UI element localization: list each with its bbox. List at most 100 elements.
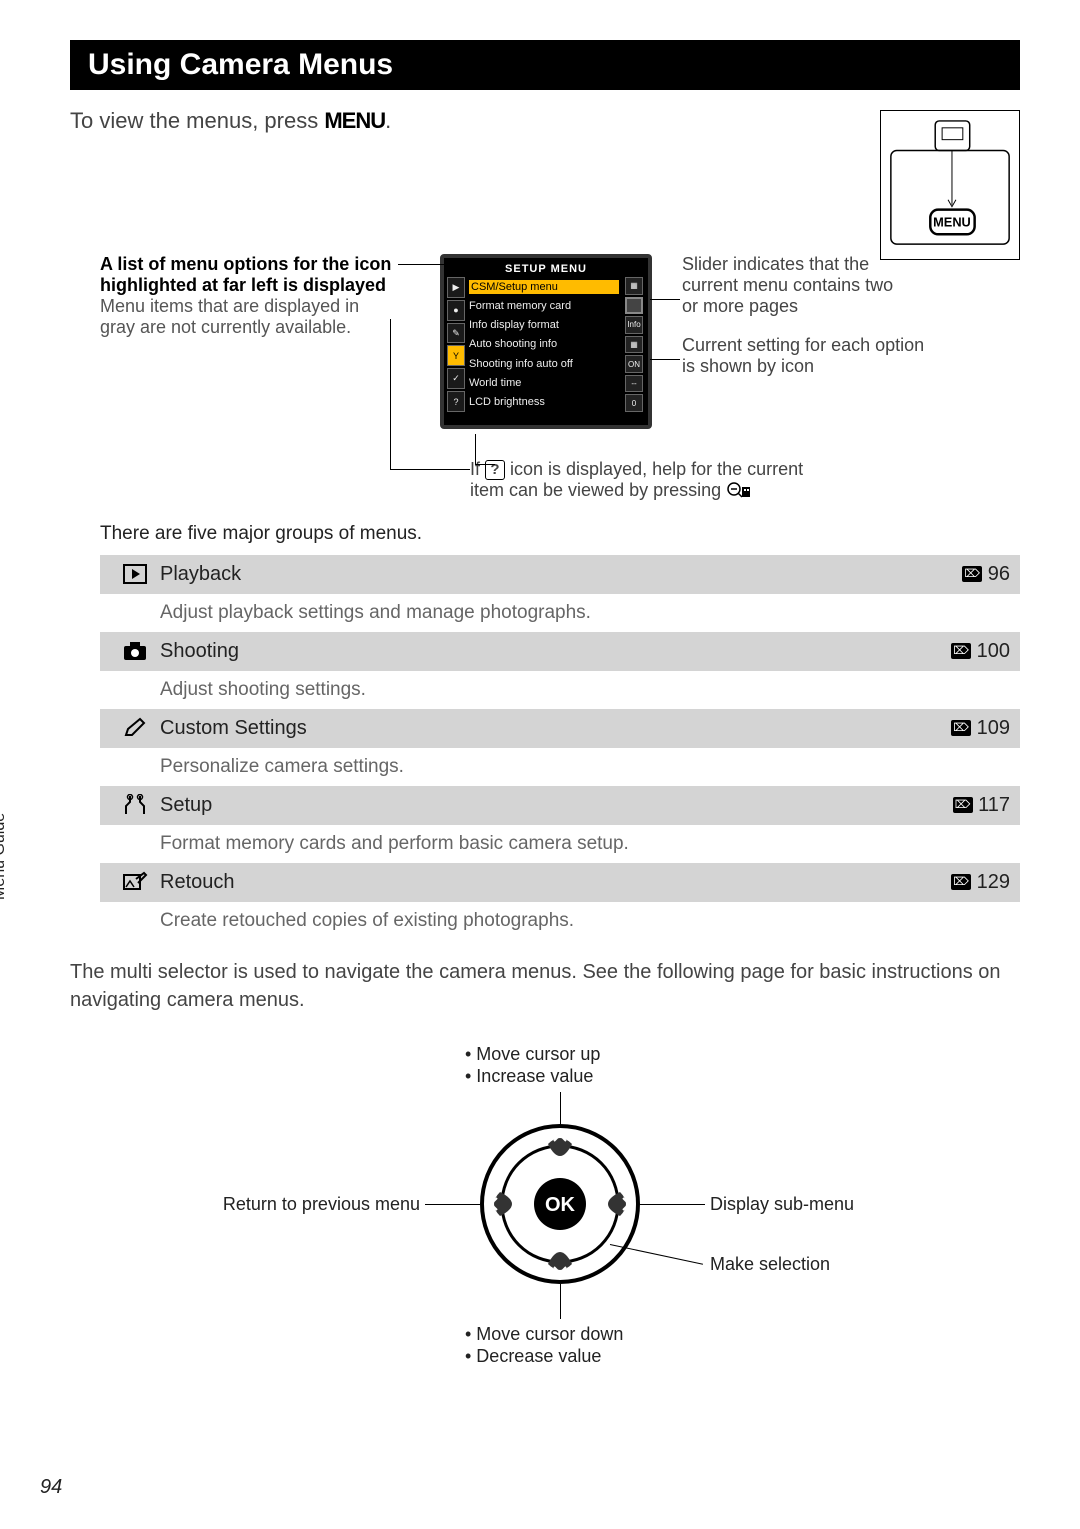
down-label-1: • Move cursor down [465,1324,623,1345]
page-ref: ⌦ 129 [920,871,1010,894]
lcd-item: LCD brightness [469,395,619,409]
up-label-1: • Move cursor up [465,1044,600,1065]
page-num-ref: 129 [977,871,1010,893]
leader [475,464,495,465]
table-desc: Create retouched copies of existing phot… [100,902,1020,940]
ref-icon: ⌦ [962,566,982,582]
right-annotation: Slider indicates that the current menu c… [682,254,982,429]
table-row: Custom Settings ⌦ 109 [100,709,1020,748]
leader [390,469,470,470]
page-num-ref: 117 [978,794,1010,816]
lcd-setting-icons: ▦ Info ▦ ON -- 0 [623,277,645,412]
leader [390,319,391,469]
camera-illustration: MENU [880,110,1020,260]
lcd-item: Format memory card [469,299,619,313]
leader [650,299,680,300]
multi-selector-icon: OK [470,1114,650,1294]
lcd-item: Shooting info auto off [469,357,619,371]
leader [468,264,469,289]
left-label: Return to previous menu [200,1194,420,1215]
left-gray-2: gray are not currently available. [100,317,410,338]
menu-name: Playback [160,563,920,586]
lcd-icon: ON [625,355,643,373]
lcd-tab: ▶ [447,277,465,298]
multi-selector-diagram: • Move cursor up • Increase value Return… [70,1044,1020,1364]
up-label-2: • Increase value [465,1066,593,1087]
lcd-icon: ▦ [625,336,643,354]
r1c: or more pages [682,296,982,317]
page-number: 94 [40,1476,62,1499]
page-ref: ⌦ 96 [920,563,1010,586]
ref-icon: ⌦ [951,643,971,659]
intro-text: To view the menus, press MENU. [70,108,1020,134]
table-desc: Adjust shooting settings. [100,671,1020,709]
left-bold-1: A list of menu options for the icon [100,254,410,275]
help-1b: icon is displayed, help for the current [505,459,803,479]
down-label-2: • Decrease value [465,1346,601,1367]
svg-text:MENU: MENU [933,214,971,229]
lcd-screen: SETUP MENU ▶ ● ✎ Y ✓ ? CSM/Setup menu Fo… [440,254,652,429]
page-ref: ⌦ 117 [920,794,1010,817]
left-bold-2: highlighted at far left is displayed [100,275,410,296]
r2b: is shown by icon [682,356,982,377]
make-label: Make selection [710,1254,830,1275]
menu-name: Setup [160,794,920,817]
table-row: Retouch ⌦ 129 [100,863,1020,902]
menu-word: MENU [324,108,385,133]
page-title: Using Camera Menus [70,40,1020,90]
retouch-icon [110,871,160,894]
lcd-title: SETUP MENU [447,261,645,277]
lcd-tabs: ▶ ● ✎ Y ✓ ? [447,277,465,412]
lcd-tab-active: Y [447,345,465,366]
page-num-ref: 100 [977,640,1010,662]
menu-name: Custom Settings [160,717,920,740]
leader [650,359,680,360]
r1b: current menu contains two [682,275,982,296]
help-2: item can be viewed by pressing [470,480,726,500]
menu-name: Shooting [160,640,920,663]
left-annotation: A list of menu options for the icon high… [100,254,410,429]
table-desc: Format memory cards and perform basic ca… [100,825,1020,863]
ref-icon: ⌦ [951,874,971,890]
lcd-tab: ? [447,391,465,412]
page-num-ref: 109 [977,717,1010,739]
lcd-item: Auto shooting info [469,337,619,351]
table-row: Shooting ⌦ 100 [100,632,1020,671]
lcd-icon: Info [625,316,643,334]
page-ref: ⌦ 100 [920,640,1010,663]
setting-note: Current setting for each option is shown… [682,335,982,377]
lcd-tab: ● [447,300,465,321]
lcd-list: CSM/Setup menu Format memory card Info d… [465,277,623,412]
menu-diagram: A list of menu options for the icon high… [70,254,1020,429]
camera-icon [110,640,160,663]
slider-note: Slider indicates that the current menu c… [682,254,982,317]
paragraph: The multi selector is used to navigate t… [70,958,1020,1014]
lcd-icon: ▦ [625,277,643,295]
leader [475,434,476,464]
wrench-icon [110,794,160,817]
table-desc: Personalize camera settings. [100,748,1020,786]
zoom-out-icon [726,481,752,503]
table-desc: Adjust playback settings and manage phot… [100,594,1020,632]
r2a: Current setting for each option [682,335,982,356]
help-note: If ? icon is displayed, help for the cur… [470,459,1020,503]
lcd-slider-icon [625,297,643,315]
r1a: Slider indicates that the [682,254,982,275]
ref-icon: ⌦ [953,797,973,813]
table-row: Setup ⌦ 117 [100,786,1020,825]
lcd-item-hl: CSM/Setup menu [469,280,619,294]
page-ref: ⌦ 109 [920,717,1010,740]
ref-icon: ⌦ [951,720,971,736]
page-num-ref: 96 [988,563,1010,585]
lcd-tab: ✓ [447,368,465,389]
groups-intro: There are five major groups of menus. [100,523,1020,545]
help-1a: If [470,459,485,479]
menu-name: Retouch [160,871,920,894]
pencil-icon [110,717,160,740]
left-gray-1: Menu items that are displayed in [100,296,410,317]
lcd-item: Info display format [469,318,619,332]
lcd-icon: -- [625,375,643,393]
lcd-tab: ✎ [447,323,465,344]
table-row: Playback ⌦ 96 [100,555,1020,594]
svg-text:OK: OK [545,1194,576,1216]
